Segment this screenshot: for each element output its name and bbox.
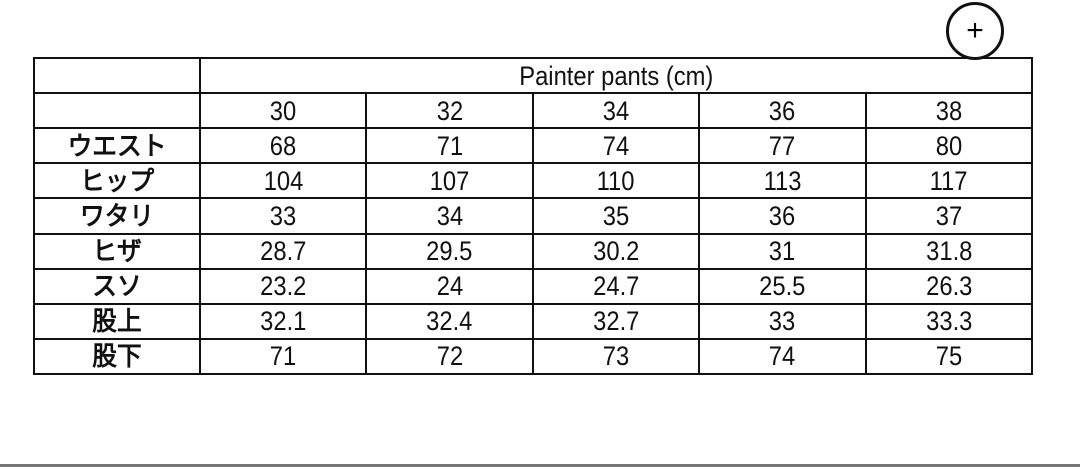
corner-cell xyxy=(33,92,201,130)
corner-cell xyxy=(33,56,201,95)
table-cell: 32.7 xyxy=(531,302,701,340)
table-cell: 80 xyxy=(864,127,1034,165)
table-cell: 33.3 xyxy=(864,302,1034,340)
table-row: 股上 32.1 32.4 32.7 33 33.3 xyxy=(33,302,1034,340)
size-header: 34 xyxy=(531,92,701,130)
table-cell: 74 xyxy=(531,127,701,165)
size-chart-table: Painter pants (cm) 30 32 34 36 38 ウエスト 68… xyxy=(33,56,1034,376)
table-cell: 104 xyxy=(198,162,368,200)
size-header: 30 xyxy=(198,92,368,130)
size-row: 30 32 34 36 38 xyxy=(33,92,1034,130)
table-cell: 23.2 xyxy=(198,267,368,305)
table-cell: 72 xyxy=(365,337,534,376)
table-title: Painter pants (cm) xyxy=(199,56,1033,95)
size-header: 36 xyxy=(698,92,867,130)
table-cell: 29.5 xyxy=(365,232,534,270)
table-cell: 25.5 xyxy=(698,267,867,305)
table-cell: 24.7 xyxy=(531,267,701,305)
table-cell: 74 xyxy=(698,337,867,376)
divider xyxy=(0,464,1080,467)
table-row: ワタリ 33 34 35 36 37 xyxy=(33,197,1034,235)
table-cell: 35 xyxy=(531,197,701,235)
size-header: 38 xyxy=(864,92,1034,130)
table-cell: 68 xyxy=(198,127,368,165)
table-row: 股下 71 72 73 74 75 xyxy=(33,337,1034,376)
row-label: ヒザ xyxy=(33,232,201,270)
table-cell: 117 xyxy=(864,162,1034,200)
table-cell: 33 xyxy=(698,302,867,340)
table-cell: 31.8 xyxy=(864,232,1034,270)
table-cell: 36 xyxy=(698,197,867,235)
table-cell: 37 xyxy=(864,197,1034,235)
table-row: ヒップ 104 107 110 113 117 xyxy=(33,162,1034,200)
table-cell: 30.2 xyxy=(531,232,701,270)
row-label: ウエスト xyxy=(33,127,201,165)
table-cell: 32.4 xyxy=(365,302,534,340)
row-label: スソ xyxy=(33,267,201,305)
table-cell: 107 xyxy=(365,162,534,200)
table-row: ヒザ 28.7 29.5 30.2 31 31.8 xyxy=(33,232,1034,270)
table-cell: 110 xyxy=(531,162,701,200)
plus-icon: + xyxy=(966,14,984,47)
row-label: ヒップ xyxy=(33,162,201,200)
table-cell: 33 xyxy=(198,197,368,235)
title-row: Painter pants (cm) xyxy=(33,56,1033,95)
table-cell: 31 xyxy=(698,232,867,270)
row-label: 股下 xyxy=(33,337,201,376)
table-cell: 73 xyxy=(531,337,701,376)
table-row: ウエスト 68 71 74 77 80 xyxy=(33,127,1034,165)
row-label: ワタリ xyxy=(33,197,201,235)
table-cell: 75 xyxy=(864,337,1034,376)
zoom-in-button[interactable]: + xyxy=(946,2,1004,60)
table-cell: 26.3 xyxy=(864,267,1034,305)
table-cell: 24 xyxy=(365,267,534,305)
table-cell: 28.7 xyxy=(198,232,368,270)
table-row: スソ 23.2 24 24.7 25.5 26.3 xyxy=(33,267,1034,305)
size-header: 32 xyxy=(365,92,534,130)
row-label: 股上 xyxy=(33,302,201,340)
table-cell: 77 xyxy=(698,127,867,165)
table-cell: 113 xyxy=(698,162,867,200)
table-cell: 71 xyxy=(365,127,534,165)
table-cell: 34 xyxy=(365,197,534,235)
table-cell: 32.1 xyxy=(198,302,368,340)
table-cell: 71 xyxy=(198,337,368,376)
